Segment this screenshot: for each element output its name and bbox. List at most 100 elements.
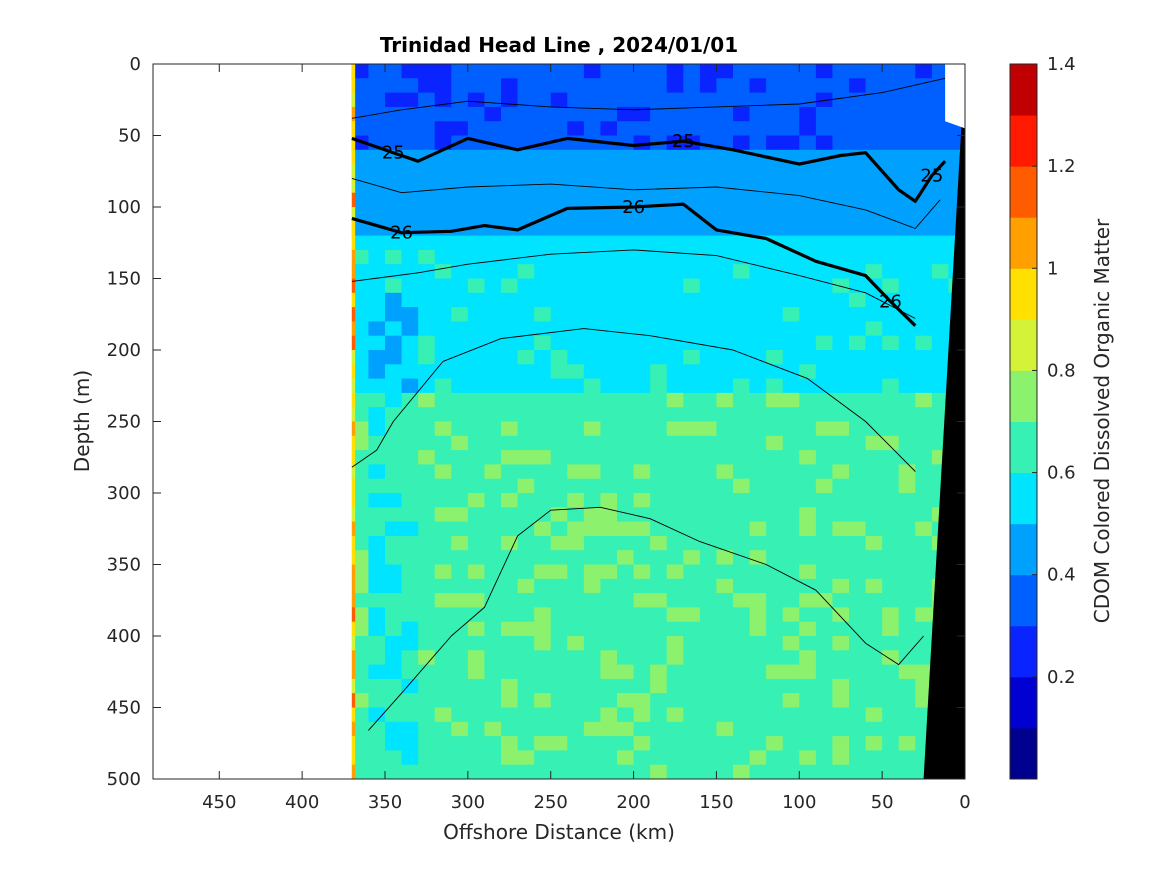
field-cell (484, 149, 502, 165)
field-cell (401, 321, 419, 337)
field-cell (368, 578, 386, 594)
field-cell (351, 435, 369, 451)
field-cell (583, 721, 601, 737)
field-cell (501, 364, 519, 380)
field-cell (882, 493, 900, 508)
field-cell (534, 335, 552, 351)
field-cell (467, 292, 485, 308)
field-cell (716, 478, 734, 494)
field-cell (766, 664, 784, 680)
field-cell (567, 221, 585, 237)
contour-label: 26 (390, 223, 413, 244)
field-cell (418, 378, 436, 394)
field-cell (368, 364, 386, 380)
field-cell (683, 607, 701, 623)
field-cell (733, 493, 751, 508)
field-cell (583, 321, 601, 337)
field-cell (617, 149, 635, 165)
field-cell (467, 278, 485, 294)
field-cell (467, 736, 485, 751)
field-cell (467, 636, 485, 651)
edge-cell (351, 721, 356, 737)
field-cell (898, 750, 916, 766)
field-cell (832, 450, 850, 465)
field-cell (451, 478, 469, 494)
field-cell (434, 292, 452, 308)
field-cell (368, 764, 386, 779)
field-cell (815, 350, 833, 365)
field-cell (650, 278, 668, 294)
contour-label: 25 (672, 131, 695, 152)
field-cell (434, 621, 452, 637)
field-cell (849, 350, 867, 365)
field-cell (434, 235, 452, 251)
field-cell (617, 92, 635, 108)
field-cell (799, 478, 817, 494)
field-cell (832, 678, 850, 694)
field-cell (600, 764, 618, 779)
field-cell (418, 493, 436, 508)
field-cell (666, 593, 684, 608)
field-cell (733, 292, 751, 308)
field-cell (534, 535, 552, 551)
field-cell (699, 664, 717, 680)
field-cell (600, 478, 618, 494)
field-cell (550, 321, 568, 337)
field-cell (583, 92, 601, 108)
x-tick-label: 350 (368, 792, 402, 813)
field-cell (832, 278, 850, 294)
field-cell (782, 207, 800, 222)
x-tick-label: 250 (534, 792, 568, 813)
field-cell (716, 292, 734, 308)
field-cell (915, 507, 933, 523)
field-cell (782, 550, 800, 565)
field-cell (915, 307, 933, 322)
field-cell (815, 493, 833, 508)
field-cell (749, 435, 767, 451)
field-cell (650, 521, 668, 537)
field-cell (451, 335, 469, 351)
field-cell (617, 636, 635, 651)
field-cell (865, 235, 883, 251)
density-contour (351, 249, 916, 319)
field-cell (385, 578, 403, 594)
field-cell (683, 678, 701, 694)
field-cell (434, 350, 452, 365)
field-cell (683, 407, 701, 422)
field-cell (931, 392, 949, 408)
field-cell (484, 736, 502, 751)
field-cell (749, 650, 767, 666)
field-cell (434, 321, 452, 337)
field-cell (368, 550, 386, 565)
field-cell (865, 521, 883, 537)
field-cell (915, 407, 933, 422)
field-cell (517, 164, 535, 179)
field-cell (600, 521, 618, 537)
field-cell (915, 550, 933, 565)
field-cell (501, 164, 519, 179)
field-cell (749, 507, 767, 523)
field-cell (782, 378, 800, 394)
field-cell (351, 378, 369, 394)
field-cell (617, 364, 635, 380)
field-cell (716, 507, 734, 523)
field-cell (782, 478, 800, 494)
field-cell (368, 478, 386, 494)
field-cell (915, 321, 933, 337)
field-cell (501, 478, 519, 494)
field-cell (766, 392, 784, 408)
contour-label: 26 (879, 291, 902, 312)
edge-cell (351, 350, 356, 365)
field-cell (683, 392, 701, 408)
field-cell (666, 149, 684, 165)
field-cell (666, 764, 684, 779)
field-cell (368, 535, 386, 551)
field-cell (484, 721, 502, 737)
field-cell (749, 364, 767, 380)
field-cell (368, 721, 386, 737)
field-cell (931, 335, 949, 351)
field-cell (815, 78, 833, 94)
field-cell (832, 221, 850, 237)
field-cell (849, 664, 867, 680)
field-cell (766, 135, 784, 151)
